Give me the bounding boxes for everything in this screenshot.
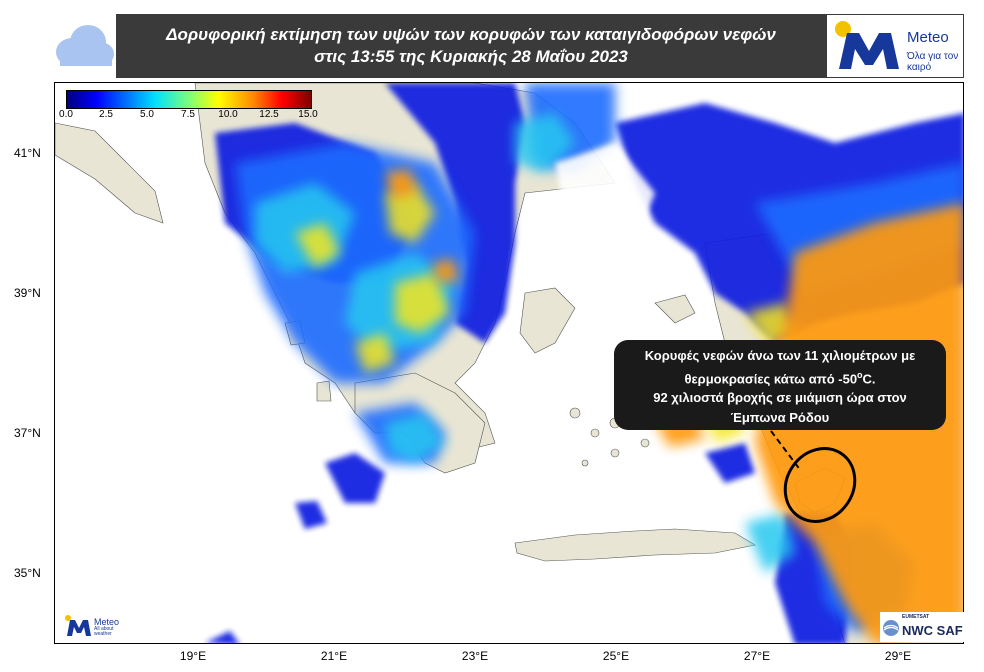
callout-line-2: θερμοκρασίες κάτω από -50οC.	[684, 369, 876, 386]
meteo-m-icon	[65, 615, 91, 636]
meteo-m-icon	[835, 21, 899, 69]
cloud-top-height-map	[55, 83, 963, 643]
lat-tick-label: 35°N	[14, 566, 41, 580]
meteo-small-logo: Meteo All about weather	[64, 614, 124, 638]
nwcsaf-logo: EUMETSAT NWC SAF	[880, 612, 964, 642]
colorbar-tick: 12.5	[259, 109, 279, 120]
satellite-map	[54, 82, 964, 644]
small-logo-tagline: All about weather	[94, 626, 114, 637]
storm-marker	[770, 430, 857, 523]
callout-line-3: 92 χιλιοστά βροχής σε μιάμιση ώρα στον	[653, 390, 907, 406]
title-line-1: Δορυφορική εκτίμηση των υψών των κορυφών…	[166, 25, 776, 44]
lon-tick-label: 23°E	[461, 649, 489, 663]
colorbar-tick: 2.5	[99, 109, 113, 120]
callout-line-1: Κορυφές νεφών άνω των 11 χιλιομέτρων με	[644, 348, 916, 363]
lon-tick-label: 21°E	[320, 649, 348, 663]
colorbar-gradient	[66, 90, 312, 109]
callout-line-4: Έμπωνα Ρόδου	[730, 409, 830, 425]
colorbar-tick: 15.0	[298, 109, 318, 120]
globe-icon	[883, 620, 899, 636]
lon-tick-label: 19°E	[179, 649, 207, 663]
colorbar-tick: 10.0	[218, 109, 238, 120]
colorbar-tick: 0.0	[59, 109, 73, 120]
lon-tick-label: 25°E	[602, 649, 630, 663]
storm-callout: Κορυφές νεφών άνω των 11 χιλιομέτρων με …	[614, 340, 946, 430]
lon-tick-label: 27°E	[743, 649, 771, 663]
cloud-icon	[52, 14, 116, 78]
eumetsat-label: EUMETSAT	[902, 614, 930, 620]
lat-tick-label: 41°N	[14, 146, 41, 160]
page-title: Δορυφορική εκτίμηση των υψών των κορυφών…	[116, 14, 826, 78]
colorbar-tick: 7.5	[181, 109, 195, 120]
logo-tagline: Όλα για τον καιρό	[907, 51, 959, 73]
lon-tick-label: 29°E	[884, 649, 912, 663]
colorbar: 0.0 2.5 5.0 7.5 10.0 12.5 15.0	[59, 88, 318, 120]
logo-name: Meteo	[907, 29, 949, 46]
nwcsaf-label: NWC SAF	[902, 623, 963, 638]
lat-tick-label: 37°N	[14, 426, 41, 440]
colorbar-tick: 5.0	[140, 109, 154, 120]
meteo-logo: Meteo Όλα για τον καιρό	[826, 14, 964, 78]
title-line-2: στις 13:55 της Κυριακής 28 Μαΐου 2023	[314, 47, 628, 66]
lat-tick-label: 39°N	[14, 286, 41, 300]
small-logo-name: Meteo	[94, 617, 120, 627]
